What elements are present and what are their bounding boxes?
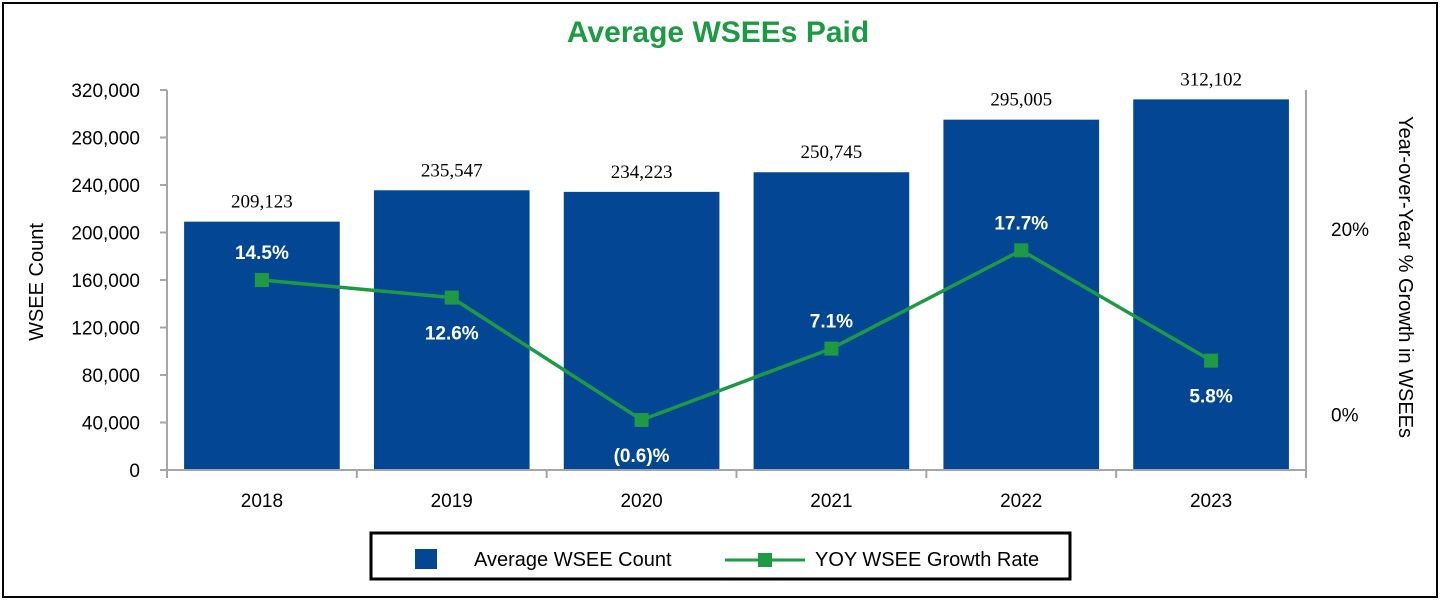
bar-value-label: 234,223 <box>611 162 673 183</box>
y-axis-ticks: 0 40,000 80,000 120,000 160,000 200,000 240,00… <box>71 81 140 482</box>
chart-title: Average WSEEs Paid <box>567 16 869 49</box>
growth-marker <box>444 290 459 305</box>
growth-value-label: 17.7% <box>994 213 1048 234</box>
bar-value-labels: 209,123 235,547 234,223 250,745 295,005 312,1… <box>231 69 1242 212</box>
y-tick-label: 200,000 <box>71 224 140 245</box>
growth-marker <box>824 341 839 356</box>
legend-bar-swatch <box>415 549 437 569</box>
bar <box>943 119 1100 470</box>
y-tick-label: 280,000 <box>71 129 140 150</box>
line-series <box>254 243 1219 427</box>
legend-bar-label: Average WSEE Count <box>474 549 672 571</box>
growth-marker <box>254 273 269 287</box>
y2-axis-label: Year-over-Year % Growth in WSEEs <box>1394 116 1416 438</box>
bar-value-label: 312,102 <box>1180 69 1242 90</box>
y2-tick-label: 20% <box>1331 220 1369 241</box>
y-tick-label: 40,000 <box>82 414 140 435</box>
y-tick-label: 120,000 <box>71 319 140 340</box>
y-axis-label: WSEE Count <box>26 223 48 341</box>
x-tick-label: 2020 <box>620 491 662 512</box>
growth-marker <box>1204 353 1219 368</box>
bar-value-label: 235,547 <box>421 160 483 181</box>
growth-line <box>261 248 1212 422</box>
y2-axis-ticks: 0% 20% <box>1331 220 1369 426</box>
y2-tick-label: 0% <box>1331 405 1359 426</box>
legend-line-label: YOY WSEE Growth Rate <box>815 549 1039 571</box>
y-tick-label: 160,000 <box>71 271 140 292</box>
bar-series <box>184 99 1289 471</box>
x-tick-label: 2023 <box>1190 491 1232 512</box>
x-tick-label: 2019 <box>431 491 473 512</box>
growth-marker <box>1014 243 1029 258</box>
bar-value-label: 250,745 <box>801 142 863 163</box>
x-tick-label: 2022 <box>1000 491 1042 512</box>
bar <box>184 221 340 470</box>
growth-marker <box>634 412 649 427</box>
bar-value-label: 295,005 <box>990 90 1052 111</box>
growth-value-label: 7.1% <box>810 312 853 333</box>
bar-value-label: 209,123 <box>231 192 293 213</box>
growth-value-label: 14.5% <box>235 243 289 264</box>
legend-line-marker <box>758 553 772 567</box>
growth-value-label: 12.6% <box>425 324 479 345</box>
bar <box>1133 99 1289 470</box>
y-tick-label: 320,000 <box>71 81 140 102</box>
growth-value-label: 5.8% <box>1189 387 1232 408</box>
x-tick-label: 2021 <box>810 491 852 512</box>
y-tick-label: 80,000 <box>82 366 140 387</box>
bar <box>563 191 720 471</box>
axes <box>160 89 1307 478</box>
growth-value-label: (0.6)% <box>614 446 670 467</box>
legend-box <box>369 531 1072 581</box>
legend: Average WSEE Count YOY WSEE Growth Rate <box>369 531 1072 581</box>
growth-value-labels: 14.5% 12.6% (0.6)% 7.1% 17.7% 5.8% <box>235 213 1233 467</box>
y-tick-label: 240,000 <box>71 176 140 197</box>
x-tick-label: 2018 <box>241 491 283 512</box>
y-tick-label: 0 <box>129 461 140 482</box>
x-axis-ticks: 2018 2019 2020 2021 2022 2023 <box>241 491 1232 512</box>
